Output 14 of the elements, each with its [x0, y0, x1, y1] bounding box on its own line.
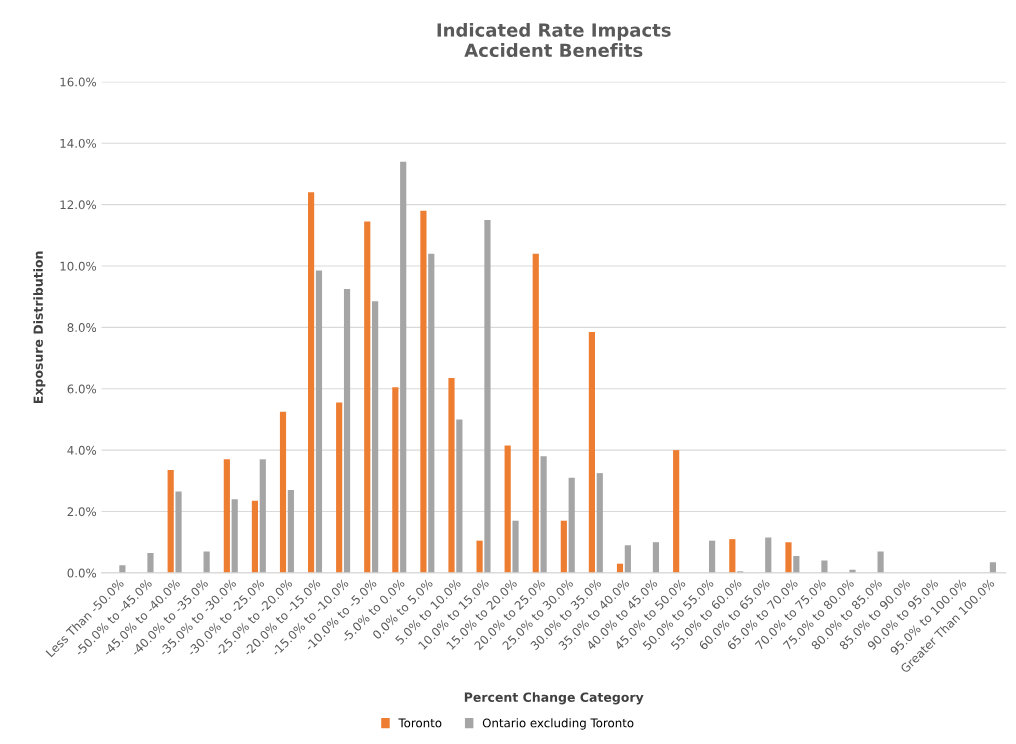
y-tick-label: 14.0% — [60, 138, 97, 148]
x-axis-title: Percent Change Category — [464, 692, 644, 705]
y-tick-label: 12.0% — [60, 200, 97, 210]
y-tick-label: 2.0% — [67, 507, 97, 517]
y-tick-label: 4.0% — [67, 445, 97, 455]
y-tick-label: 0.0% — [67, 568, 97, 578]
y-tick-label: 6.0% — [67, 384, 97, 394]
chart-title: Indicated Rate Impacts Accident Benefits — [437, 22, 671, 58]
y-tick-label: 8.0% — [67, 323, 97, 333]
y-axis-title: Exposure Distribution — [33, 251, 46, 403]
legend-label: Ontario excluding Toronto — [482, 718, 634, 730]
y-tick-label: 10.0% — [60, 261, 97, 271]
y-tick-label: 16.0% — [60, 77, 97, 87]
legend-label: Toronto — [398, 718, 442, 728]
